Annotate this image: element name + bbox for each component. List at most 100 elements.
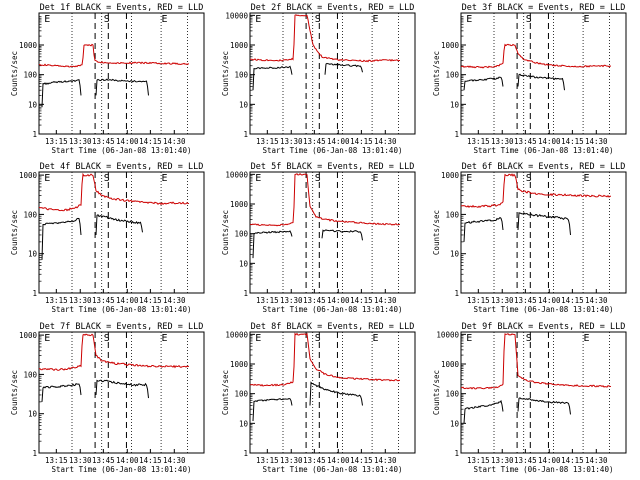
x-tick-label: 13:15 [256, 296, 279, 305]
plot-frame [249, 171, 416, 294]
x-tick-label: 13:30 [69, 456, 92, 465]
interval-marker: E [466, 173, 472, 184]
x-tick-label: 13:15 [467, 137, 490, 146]
y-tick-label: 10 [450, 250, 460, 259]
y-tick-label: 10 [239, 419, 249, 428]
interval-marker: S [526, 14, 532, 25]
lld-rate-series [39, 333, 189, 371]
x-tick-label: 14:30 [374, 296, 397, 305]
event-rate-series [463, 76, 504, 91]
interval-marker: E [466, 14, 472, 25]
y-tick-label: 10 [239, 100, 249, 109]
panel-det-5: Det 5f BLACK = Events, RED = LLD 1 10 100 10… [221, 162, 416, 314]
x-tick-label: 14:00 [116, 137, 139, 146]
panel-title: Det 1f BLACK = Events, RED = LLD [40, 3, 204, 13]
x-tick-label: 13:30 [491, 296, 514, 305]
x-tick-label: 14:30 [163, 137, 186, 146]
x-axis-label: Start Time (06-Jan-08 13:01:40) [474, 305, 614, 314]
x-axis-label: Start Time (06-Jan-08 13:01:40) [263, 305, 403, 314]
x-tick-label: 14:30 [163, 296, 186, 305]
y-tick-label: 1000 [441, 41, 460, 50]
y-tick-label: 1000 [19, 331, 38, 340]
y-tick-label: 1 [32, 130, 37, 139]
x-tick-label: 13:30 [280, 456, 303, 465]
interval-marker: E [372, 14, 378, 25]
x-tick-label: 14:30 [163, 456, 186, 465]
x-axis-label: Start Time (06-Jan-08 13:01:40) [52, 305, 192, 314]
y-tick-label: 1000 [230, 200, 249, 209]
x-tick-label: 14:00 [538, 137, 561, 146]
panel-det-7: Det 7f BLACK = Events, RED = LLD 1 10 100 10… [10, 322, 205, 474]
plot-frame [460, 331, 627, 454]
y-tick-label: 100 [234, 230, 248, 239]
x-tick-label: 13:45 [303, 456, 326, 465]
event-rate-series [463, 216, 504, 242]
x-tick-label: 14:30 [374, 137, 397, 146]
panel-title: Det 5f BLACK = Events, RED = LLD [251, 162, 415, 172]
panel-det-1: Det 1f BLACK = Events, RED = LLD 1 10 100 10… [10, 3, 205, 155]
x-axis-label: Start Time (06-Jan-08 13:01:40) [474, 465, 614, 474]
y-tick-label: 1000 [230, 360, 249, 369]
x-tick-label: 13:15 [467, 296, 490, 305]
event-rate-series [517, 212, 571, 236]
interval-marker: E [161, 333, 167, 344]
y-tick-label: 10 [450, 419, 460, 428]
panel-det-6: Det 6f BLACK = Events, RED = LLD 1 10 100 10… [432, 162, 627, 314]
lld-rate-series [460, 333, 612, 390]
x-tick-label: 14:15 [350, 456, 373, 465]
x-axis-label: Start Time (06-Jan-08 13:01:40) [263, 465, 403, 474]
x-tick-label: 13:45 [303, 296, 326, 305]
interval-marker: S [104, 14, 110, 25]
y-tick-label: 10000 [436, 330, 459, 339]
y-tick-label: 1 [32, 289, 37, 298]
y-tick-label: 10 [239, 259, 249, 268]
y-tick-label: 100 [23, 370, 37, 379]
y-tick-label: 1000 [441, 171, 460, 180]
y-tick-label: 10 [28, 100, 38, 109]
interval-marker: E [583, 173, 589, 184]
panel-det-9: Det 9f BLACK = Events, RED = LLD 1 10 100 10… [432, 322, 627, 474]
x-tick-label: 14:00 [538, 456, 561, 465]
y-tick-label: 100 [23, 210, 37, 219]
x-tick-label: 13:15 [45, 296, 68, 305]
event-rate-series [324, 62, 363, 75]
y-tick-label: 10 [28, 250, 38, 259]
interval-marker: S [315, 173, 321, 184]
x-tick-label: 13:45 [92, 296, 115, 305]
y-tick-label: 1 [243, 130, 248, 139]
x-tick-label: 14:15 [350, 137, 373, 146]
plot-frame [460, 171, 627, 294]
x-axis-label: Start Time (06-Jan-08 13:01:40) [52, 465, 192, 474]
x-tick-label: 14:30 [585, 456, 608, 465]
y-tick-label: 10000 [225, 11, 248, 20]
x-axis-label: Start Time (06-Jan-08 13:01:40) [263, 146, 403, 155]
event-rate-series [252, 397, 293, 422]
y-tick-label: 100 [445, 71, 459, 80]
y-axis-label: Counts/sec [432, 210, 441, 255]
panel-det-4: Det 4f BLACK = Events, RED = LLD 1 10 100 10… [10, 162, 205, 314]
interval-marker: E [161, 173, 167, 184]
y-tick-label: 1000 [19, 171, 38, 180]
x-axis-label: Start Time (06-Jan-08 13:01:40) [52, 146, 192, 155]
y-tick-label: 1000 [19, 41, 38, 50]
x-tick-label: 14:15 [561, 456, 584, 465]
y-tick-label: 1 [243, 449, 248, 458]
y-tick-label: 1 [454, 449, 459, 458]
y-axis-label: Counts/sec [221, 51, 230, 96]
x-tick-label: 13:30 [69, 296, 92, 305]
x-tick-label: 13:30 [280, 137, 303, 146]
interval-marker: E [583, 333, 589, 344]
y-tick-label: 10 [450, 100, 460, 109]
x-tick-label: 14:30 [374, 456, 397, 465]
x-axis-label: Start Time (06-Jan-08 13:01:40) [474, 146, 614, 155]
x-tick-label: 14:15 [139, 137, 162, 146]
lld-rate-series [250, 14, 400, 63]
x-tick-label: 14:00 [327, 296, 350, 305]
plot-frame [38, 331, 205, 454]
x-tick-label: 14:15 [139, 296, 162, 305]
x-tick-label: 14:30 [585, 296, 608, 305]
event-rate-series [95, 214, 143, 236]
interval-marker: S [104, 173, 110, 184]
panel-title: Det 3f BLACK = Events, RED = LLD [462, 3, 626, 13]
x-tick-label: 13:45 [303, 137, 326, 146]
